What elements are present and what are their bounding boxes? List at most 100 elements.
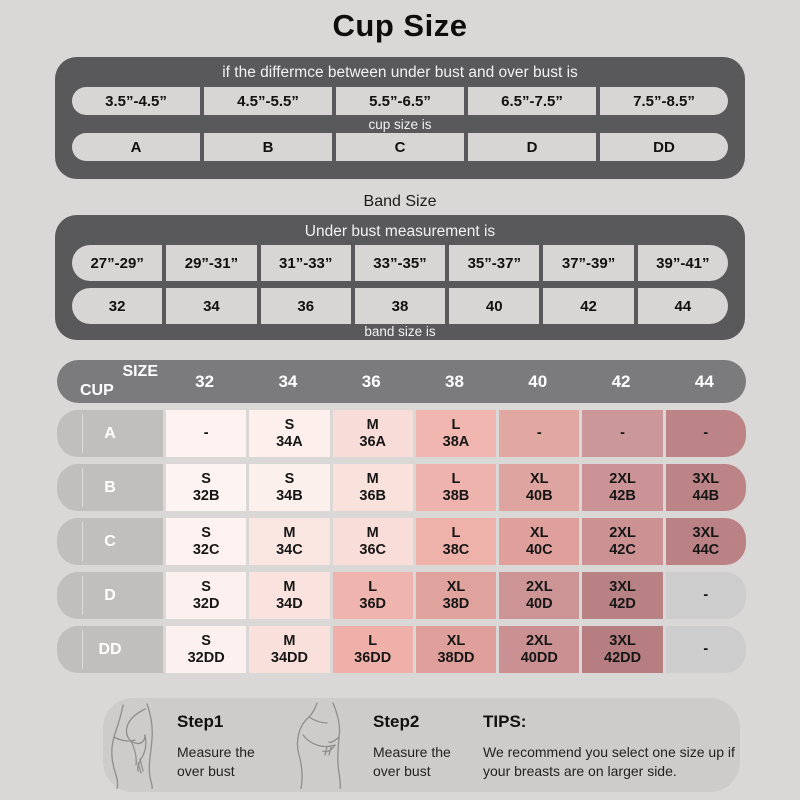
- size-cell-size: 2XL: [609, 470, 636, 487]
- tips-title: TIPS:: [483, 712, 527, 731]
- size-cell-code: 36D: [359, 595, 386, 612]
- size-cell-size: S: [201, 470, 211, 487]
- step1-description: Measure the over bust: [177, 744, 255, 779]
- diff-range-pill: 5.5”-6.5”: [336, 87, 464, 115]
- table-row: DD S 32DD M 34DD L 36DD XL 38DD 2XL 40DD 3XL 4…: [57, 626, 746, 673]
- size-cell: M 34D: [249, 572, 330, 619]
- row-label: D: [57, 572, 163, 619]
- size-cell-code: 38A: [442, 433, 470, 450]
- size-cell: S 32D: [166, 572, 247, 619]
- size-cell-code: 34DD: [270, 649, 308, 666]
- size-cell-code: 40C: [525, 541, 553, 558]
- size-cell: S 32C: [166, 518, 247, 565]
- cup-letter-pill: B: [204, 133, 332, 161]
- column-header: 34: [278, 371, 298, 391]
- size-cell: M 34DD: [249, 626, 330, 673]
- band-panel-caption: Under bust measurement is: [304, 223, 496, 240]
- cup-panel-caption: if the differmce between under bust and …: [222, 64, 578, 81]
- size-cell: L 38B: [415, 464, 497, 511]
- table-corner-cell: SIZE CUP: [57, 360, 163, 403]
- size-cell-code: 42D: [609, 595, 636, 612]
- size-cell-code: 38DD: [437, 649, 475, 666]
- band-size-pill: 38: [354, 288, 446, 324]
- under-bust-pill: 33”-35”: [354, 245, 446, 281]
- band-size-pill: 34: [166, 288, 257, 324]
- diff-range-pill: 4.5”-5.5”: [204, 87, 332, 115]
- size-cell: XL 40C: [499, 518, 580, 565]
- band-size-is-caption: band size is: [364, 324, 436, 339]
- under-bust-pill: 31”-33”: [260, 245, 351, 281]
- size-cell-size: -: [703, 641, 709, 657]
- diff-range-pill: 3.5”-4.5”: [72, 87, 200, 115]
- size-cell: M 36B: [332, 464, 413, 511]
- size-cell-code: 32B: [192, 487, 220, 504]
- column-header: 44: [694, 371, 714, 391]
- size-cell: L 38A: [415, 410, 497, 457]
- band-size-pill: 42: [543, 288, 634, 324]
- size-cell-size: 3XL: [692, 524, 720, 541]
- cup-size-is-caption: cup size is: [368, 117, 432, 132]
- row-label: DD: [57, 626, 163, 673]
- size-cell: S 34A: [249, 410, 330, 457]
- size-cell: 3XL 42DD: [582, 626, 663, 673]
- size-cell: S 32DD: [166, 626, 247, 673]
- size-cell: -: [665, 410, 746, 457]
- size-cell-size: -: [620, 425, 625, 441]
- size-cell: 3XL 42D: [582, 572, 663, 619]
- size-cell-size: M: [283, 578, 296, 595]
- measure-overbust-figure-icon: [289, 701, 355, 790]
- size-cell-size: L: [451, 470, 461, 487]
- cup-letter-row: A B C D DD: [72, 133, 728, 161]
- size-cell-code: 36B: [359, 487, 386, 504]
- size-cell-size: 3XL: [609, 632, 636, 649]
- size-cell-code: 36C: [359, 541, 386, 558]
- tips-text: We recommend you select one size up if y…: [483, 744, 735, 779]
- size-cell-size: M: [283, 524, 296, 541]
- size-cell: S 34B: [249, 464, 330, 511]
- size-cell: M 34C: [249, 518, 330, 565]
- size-cell-code: 40B: [525, 487, 553, 504]
- size-cell-size: M: [366, 416, 379, 433]
- size-cell: L 36D: [332, 572, 413, 619]
- size-cell-size: XL: [446, 578, 466, 595]
- size-cell-size: -: [536, 425, 542, 441]
- size-cell: 2XL 40DD: [499, 626, 580, 673]
- size-cell: 2XL 42C: [582, 518, 663, 565]
- size-cell: XL 38D: [415, 572, 497, 619]
- size-cell-size: L: [451, 524, 461, 541]
- size-cell-size: M: [366, 470, 379, 487]
- column-header: 38: [445, 371, 464, 391]
- size-cell-size: XL: [530, 470, 549, 487]
- band-size-pill: 36: [260, 288, 351, 324]
- step2-block: Step2 Measure the over bust: [373, 712, 473, 781]
- size-cell-size: 2XL: [525, 632, 553, 649]
- under-bust-pill: 35”-37”: [449, 245, 540, 281]
- cup-letter-pill: C: [336, 133, 464, 161]
- diff-range-pill: 7.5”-8.5”: [600, 87, 728, 115]
- size-cell-code: 40D: [525, 595, 553, 612]
- under-bust-pill: 27”-29”: [72, 245, 163, 281]
- size-cell-code: 42B: [609, 487, 636, 504]
- size-cell-size: S: [201, 632, 211, 649]
- band-size-row: 32 34 36 38 40 42 44: [72, 288, 728, 324]
- size-cell: 2XL 40D: [499, 572, 580, 619]
- size-cell-size: -: [203, 425, 209, 441]
- table-row: C S 32C M 34C M 36C L 38C XL 40C 2XL 42C 3XL 44…: [57, 518, 746, 565]
- size-cell-size: S: [201, 524, 211, 541]
- size-cell-code: 32D: [192, 595, 220, 612]
- cup-letter-pill: DD: [600, 133, 728, 161]
- table-row: A - S 34A M 36A L 38A - - -: [57, 410, 746, 457]
- diff-range-row: 3.5”-4.5” 4.5”-5.5” 5.5”-6.5” 6.5”-7.5” …: [72, 87, 728, 115]
- cup-letter-pill: D: [468, 133, 596, 161]
- size-cell: 3XL 44B: [665, 464, 746, 511]
- band-size-title: Band Size: [363, 193, 437, 210]
- row-label: B: [57, 464, 163, 511]
- column-header: 40: [528, 371, 548, 391]
- cup-size-panel: if the differmce between under bust and …: [55, 57, 745, 179]
- size-cell-code: 42C: [609, 541, 636, 558]
- size-cell-code: 38C: [442, 541, 470, 558]
- size-lookup-table: SIZE CUP 32 34 36 38 40 42 44 A - S 34A M…: [57, 360, 746, 673]
- corner-size-label: SIZE: [122, 363, 158, 380]
- corner-cup-label: CUP: [80, 382, 114, 399]
